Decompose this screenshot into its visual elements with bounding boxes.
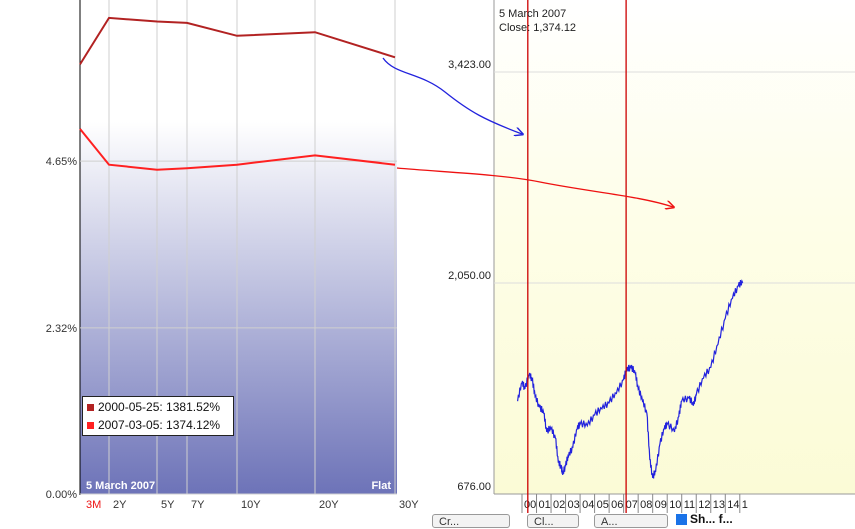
show-checkbox[interactable] xyxy=(676,514,687,525)
yield-curve-y-tick-label: 0.00% xyxy=(46,489,77,501)
yield-curve-legend: 2000-05-25: 1381.52% 2007-03-05: 1374.12… xyxy=(82,396,234,436)
legend-label: 2000-05-25: 1381.52% xyxy=(98,400,221,414)
index-x-tick-label: 12 xyxy=(698,499,710,511)
index-x-tick-label: 01 xyxy=(539,499,551,511)
yield-curve-x-tick-label: 10Y xyxy=(241,499,261,511)
yield-curve-x-tick-label: 3M xyxy=(86,499,101,511)
index-x-ticks: 00 01 02 03 04 05 06 07 08 09 10 11 12 13 14 1 xyxy=(521,494,748,513)
yield-curve-x-tick-label: 30Y xyxy=(399,499,419,511)
yield-curve-x-tick-label: 20Y xyxy=(319,499,339,511)
index-x-tick-label: 11 xyxy=(684,499,695,511)
index-x-tick-label: 03 xyxy=(568,499,580,511)
index-x-tick-label: 10 xyxy=(669,499,681,511)
yield-curve-line xyxy=(79,128,396,171)
tooltip-date: 5 March 2007 xyxy=(499,8,566,20)
index-date-markers xyxy=(527,0,627,513)
index-x-tick-label: 08 xyxy=(640,499,652,511)
annotation-arrow-red xyxy=(396,167,673,207)
yield-curve-x-tick-label: 2Y xyxy=(113,499,127,511)
index-x-tick-label: 1 xyxy=(742,499,748,511)
yield-curve-y-tick-label: 2.32% xyxy=(46,323,77,335)
legend-swatch xyxy=(87,421,94,429)
tooltip-close: Close: 1,374.12 xyxy=(499,22,576,34)
index-x-tick-label: 00 xyxy=(524,499,536,511)
yield-curve-y-tick-label: 4.65% xyxy=(46,156,77,168)
legend-swatch xyxy=(87,403,94,411)
yield-curve-x-ticks: 3M 2Y 5Y 7Y 10Y 20Y 30Y xyxy=(86,499,419,511)
index-x-tick-label: 02 xyxy=(553,499,565,511)
control-button-b[interactable]: Cl... xyxy=(527,514,579,528)
annotation-arrow-blue xyxy=(382,57,522,134)
index-x-tick-label: 09 xyxy=(655,499,667,511)
index-y-tick-label: 3,423.00 xyxy=(448,59,491,71)
yield-curve-line xyxy=(79,16,396,65)
index-y-tick-label: 2,050.00 xyxy=(448,270,491,282)
yield-curve-series xyxy=(79,16,396,171)
index-y-tick-label: 676.00 xyxy=(457,481,491,493)
yield-curve-grid xyxy=(80,0,397,495)
yield-curve-date-label: 5 March 2007 xyxy=(86,480,155,492)
show-checkbox-label: Sh... f... xyxy=(690,512,733,526)
index-x-tick-label: 07 xyxy=(626,499,638,511)
legend-item: 2000-05-25: 1381.52% xyxy=(87,400,220,414)
control-button-c[interactable]: A... xyxy=(594,514,668,528)
yield-curve-x-tick-label: 7Y xyxy=(191,499,205,511)
yield-curve-flat-label: Flat xyxy=(371,480,391,492)
index-x-tick-label: 04 xyxy=(582,499,594,511)
index-x-tick-label: 13 xyxy=(713,499,725,511)
yield-curve-x-tick-label: 5Y xyxy=(161,499,175,511)
index-series xyxy=(517,279,744,479)
index-y-ticks: 3,423.00 2,050.00 676.00 xyxy=(448,59,491,493)
legend-item: 2007-03-05: 1374.12% xyxy=(87,418,220,432)
index-grid xyxy=(494,71,855,284)
legend-label: 2007-03-05: 1374.12% xyxy=(98,418,221,432)
index-x-tick-label: 14 xyxy=(727,499,739,511)
control-button-a[interactable]: Cr... xyxy=(432,514,510,528)
index-x-tick-label: 05 xyxy=(597,499,609,511)
index-line xyxy=(517,279,744,479)
index-plot-background xyxy=(494,0,855,494)
index-x-tick-label: 06 xyxy=(611,499,623,511)
yield-curve-y-ticks: 4.65% 2.32% 0.00% xyxy=(46,156,77,501)
yield-curve-fill xyxy=(80,122,397,494)
